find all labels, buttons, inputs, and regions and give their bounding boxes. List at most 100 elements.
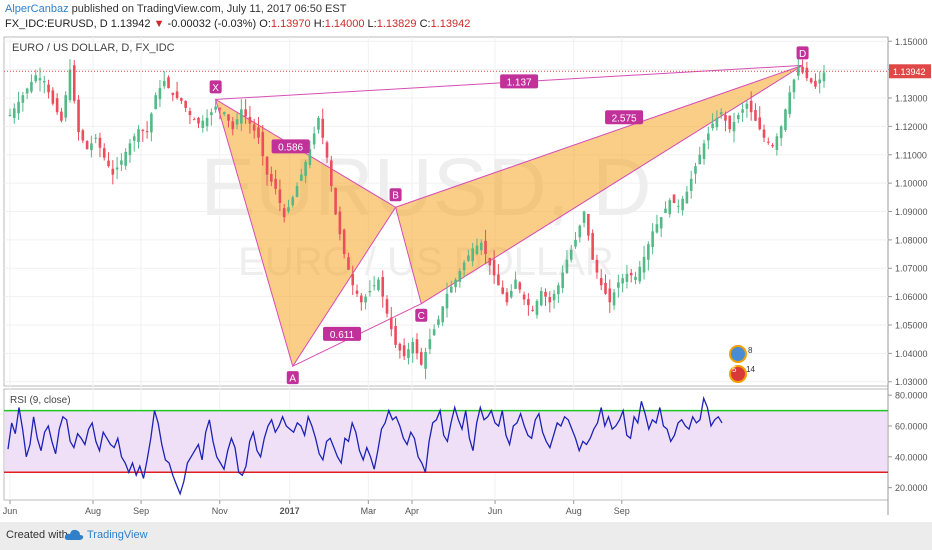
candle-body bbox=[724, 115, 727, 121]
candle-body bbox=[295, 185, 299, 197]
candle-body bbox=[407, 349, 410, 359]
candle-body bbox=[64, 95, 67, 118]
point-X-bg bbox=[209, 80, 222, 94]
chart-area[interactable]: 1.15000 1.14000 1.13000 1.12000 1.11000 1.100… bbox=[0, 0, 932, 522]
candle-body bbox=[81, 130, 85, 141]
rsi-tick-label: 80.0000 bbox=[895, 391, 928, 401]
candle-body bbox=[205, 117, 209, 127]
candle-body bbox=[171, 92, 175, 96]
time-tick-label: Mar bbox=[361, 506, 377, 516]
candle-body bbox=[741, 109, 744, 113]
candle-body bbox=[402, 345, 406, 357]
time-tick-label: 2017 bbox=[280, 506, 300, 516]
point-D-bg bbox=[796, 46, 809, 60]
last-price: 1.13942 bbox=[110, 18, 151, 30]
candle-body bbox=[394, 325, 397, 345]
candle-body bbox=[582, 211, 586, 223]
candle-body bbox=[265, 156, 269, 175]
candle-body bbox=[505, 292, 509, 303]
candle-body bbox=[415, 339, 419, 354]
candle-body bbox=[518, 282, 522, 290]
candle-body bbox=[287, 207, 290, 212]
candle-body bbox=[647, 244, 650, 260]
candle-body bbox=[544, 291, 547, 297]
candle-body bbox=[792, 79, 796, 93]
candle-body bbox=[231, 121, 235, 130]
low-label: L: bbox=[367, 18, 377, 30]
last-price-tag-bg bbox=[889, 64, 931, 79]
candle-body bbox=[222, 112, 226, 115]
event-flag-icon bbox=[729, 345, 747, 363]
candle-body bbox=[98, 137, 102, 148]
candle-body bbox=[17, 101, 20, 114]
candle-body bbox=[145, 131, 149, 133]
candle-body bbox=[72, 65, 76, 101]
candle-body bbox=[321, 118, 325, 138]
candle-body bbox=[484, 240, 487, 255]
candle-body bbox=[796, 66, 800, 76]
candle-body bbox=[449, 286, 453, 293]
symbol-label: FX_IDC:EURUSD, D bbox=[5, 18, 108, 30]
candle-body bbox=[629, 272, 633, 276]
author-link[interactable]: AlperCanbaz bbox=[5, 3, 69, 15]
candle-body bbox=[355, 290, 359, 294]
candle-body bbox=[317, 117, 320, 130]
candle-body bbox=[737, 115, 740, 120]
price-tick-label: 1.08000 bbox=[895, 235, 928, 245]
tradingview-logo-link[interactable]: TradingView bbox=[87, 529, 148, 541]
candle-body bbox=[668, 200, 672, 215]
candle-body bbox=[638, 266, 642, 282]
point-B-label: B bbox=[392, 191, 399, 202]
candle-body bbox=[569, 249, 573, 260]
close-value: 1.13942 bbox=[430, 18, 471, 30]
candle-body bbox=[141, 129, 145, 131]
candle-body bbox=[548, 297, 552, 303]
candle-body bbox=[574, 239, 577, 247]
rsi-tick-label: 40.0000 bbox=[895, 452, 928, 462]
price-tick-label: 1.06000 bbox=[895, 292, 928, 302]
candle-body bbox=[557, 285, 560, 295]
candle-body bbox=[42, 80, 46, 83]
candle-body bbox=[655, 224, 659, 233]
candle-body bbox=[651, 231, 654, 248]
candle-body bbox=[535, 300, 539, 315]
candle-body bbox=[809, 78, 813, 83]
candle-body bbox=[591, 233, 594, 260]
price-tick-label: 1.03000 bbox=[895, 377, 928, 387]
candle-body bbox=[762, 129, 766, 138]
candle-body bbox=[312, 133, 316, 145]
rsi-band bbox=[5, 410, 887, 473]
time-tick-label: Apr bbox=[405, 506, 419, 516]
candle-body bbox=[758, 117, 762, 130]
candle-body bbox=[398, 343, 402, 351]
candle-body bbox=[150, 113, 153, 133]
time-tick-label: Sep bbox=[133, 506, 149, 516]
candle-body bbox=[702, 143, 706, 159]
candle-body bbox=[779, 126, 783, 139]
candle-body bbox=[137, 129, 140, 142]
ratio-xd-bg bbox=[500, 74, 539, 89]
footer-bar: Created with TradingView bbox=[0, 522, 932, 550]
candle-body bbox=[509, 290, 513, 298]
candle-body bbox=[351, 273, 355, 286]
candle-body bbox=[471, 248, 474, 262]
candle-body bbox=[818, 79, 822, 84]
candle-body bbox=[689, 178, 693, 191]
candle-body bbox=[458, 271, 462, 282]
candle-body bbox=[94, 137, 97, 139]
candle-body bbox=[681, 198, 684, 211]
candle-body bbox=[60, 111, 63, 121]
candle-body bbox=[278, 189, 282, 203]
candle-body bbox=[642, 256, 646, 273]
candle-body bbox=[539, 290, 543, 306]
candle-body bbox=[475, 245, 479, 255]
candle-body bbox=[531, 309, 534, 311]
candle-body bbox=[51, 90, 55, 104]
candle-body bbox=[257, 127, 260, 138]
created-with-label: Created with bbox=[6, 529, 68, 541]
candle-body bbox=[728, 115, 732, 130]
candle-body bbox=[132, 136, 136, 141]
candle-body bbox=[822, 72, 826, 82]
price-tick-label: 1.04000 bbox=[895, 349, 928, 359]
candle-body bbox=[745, 103, 749, 109]
